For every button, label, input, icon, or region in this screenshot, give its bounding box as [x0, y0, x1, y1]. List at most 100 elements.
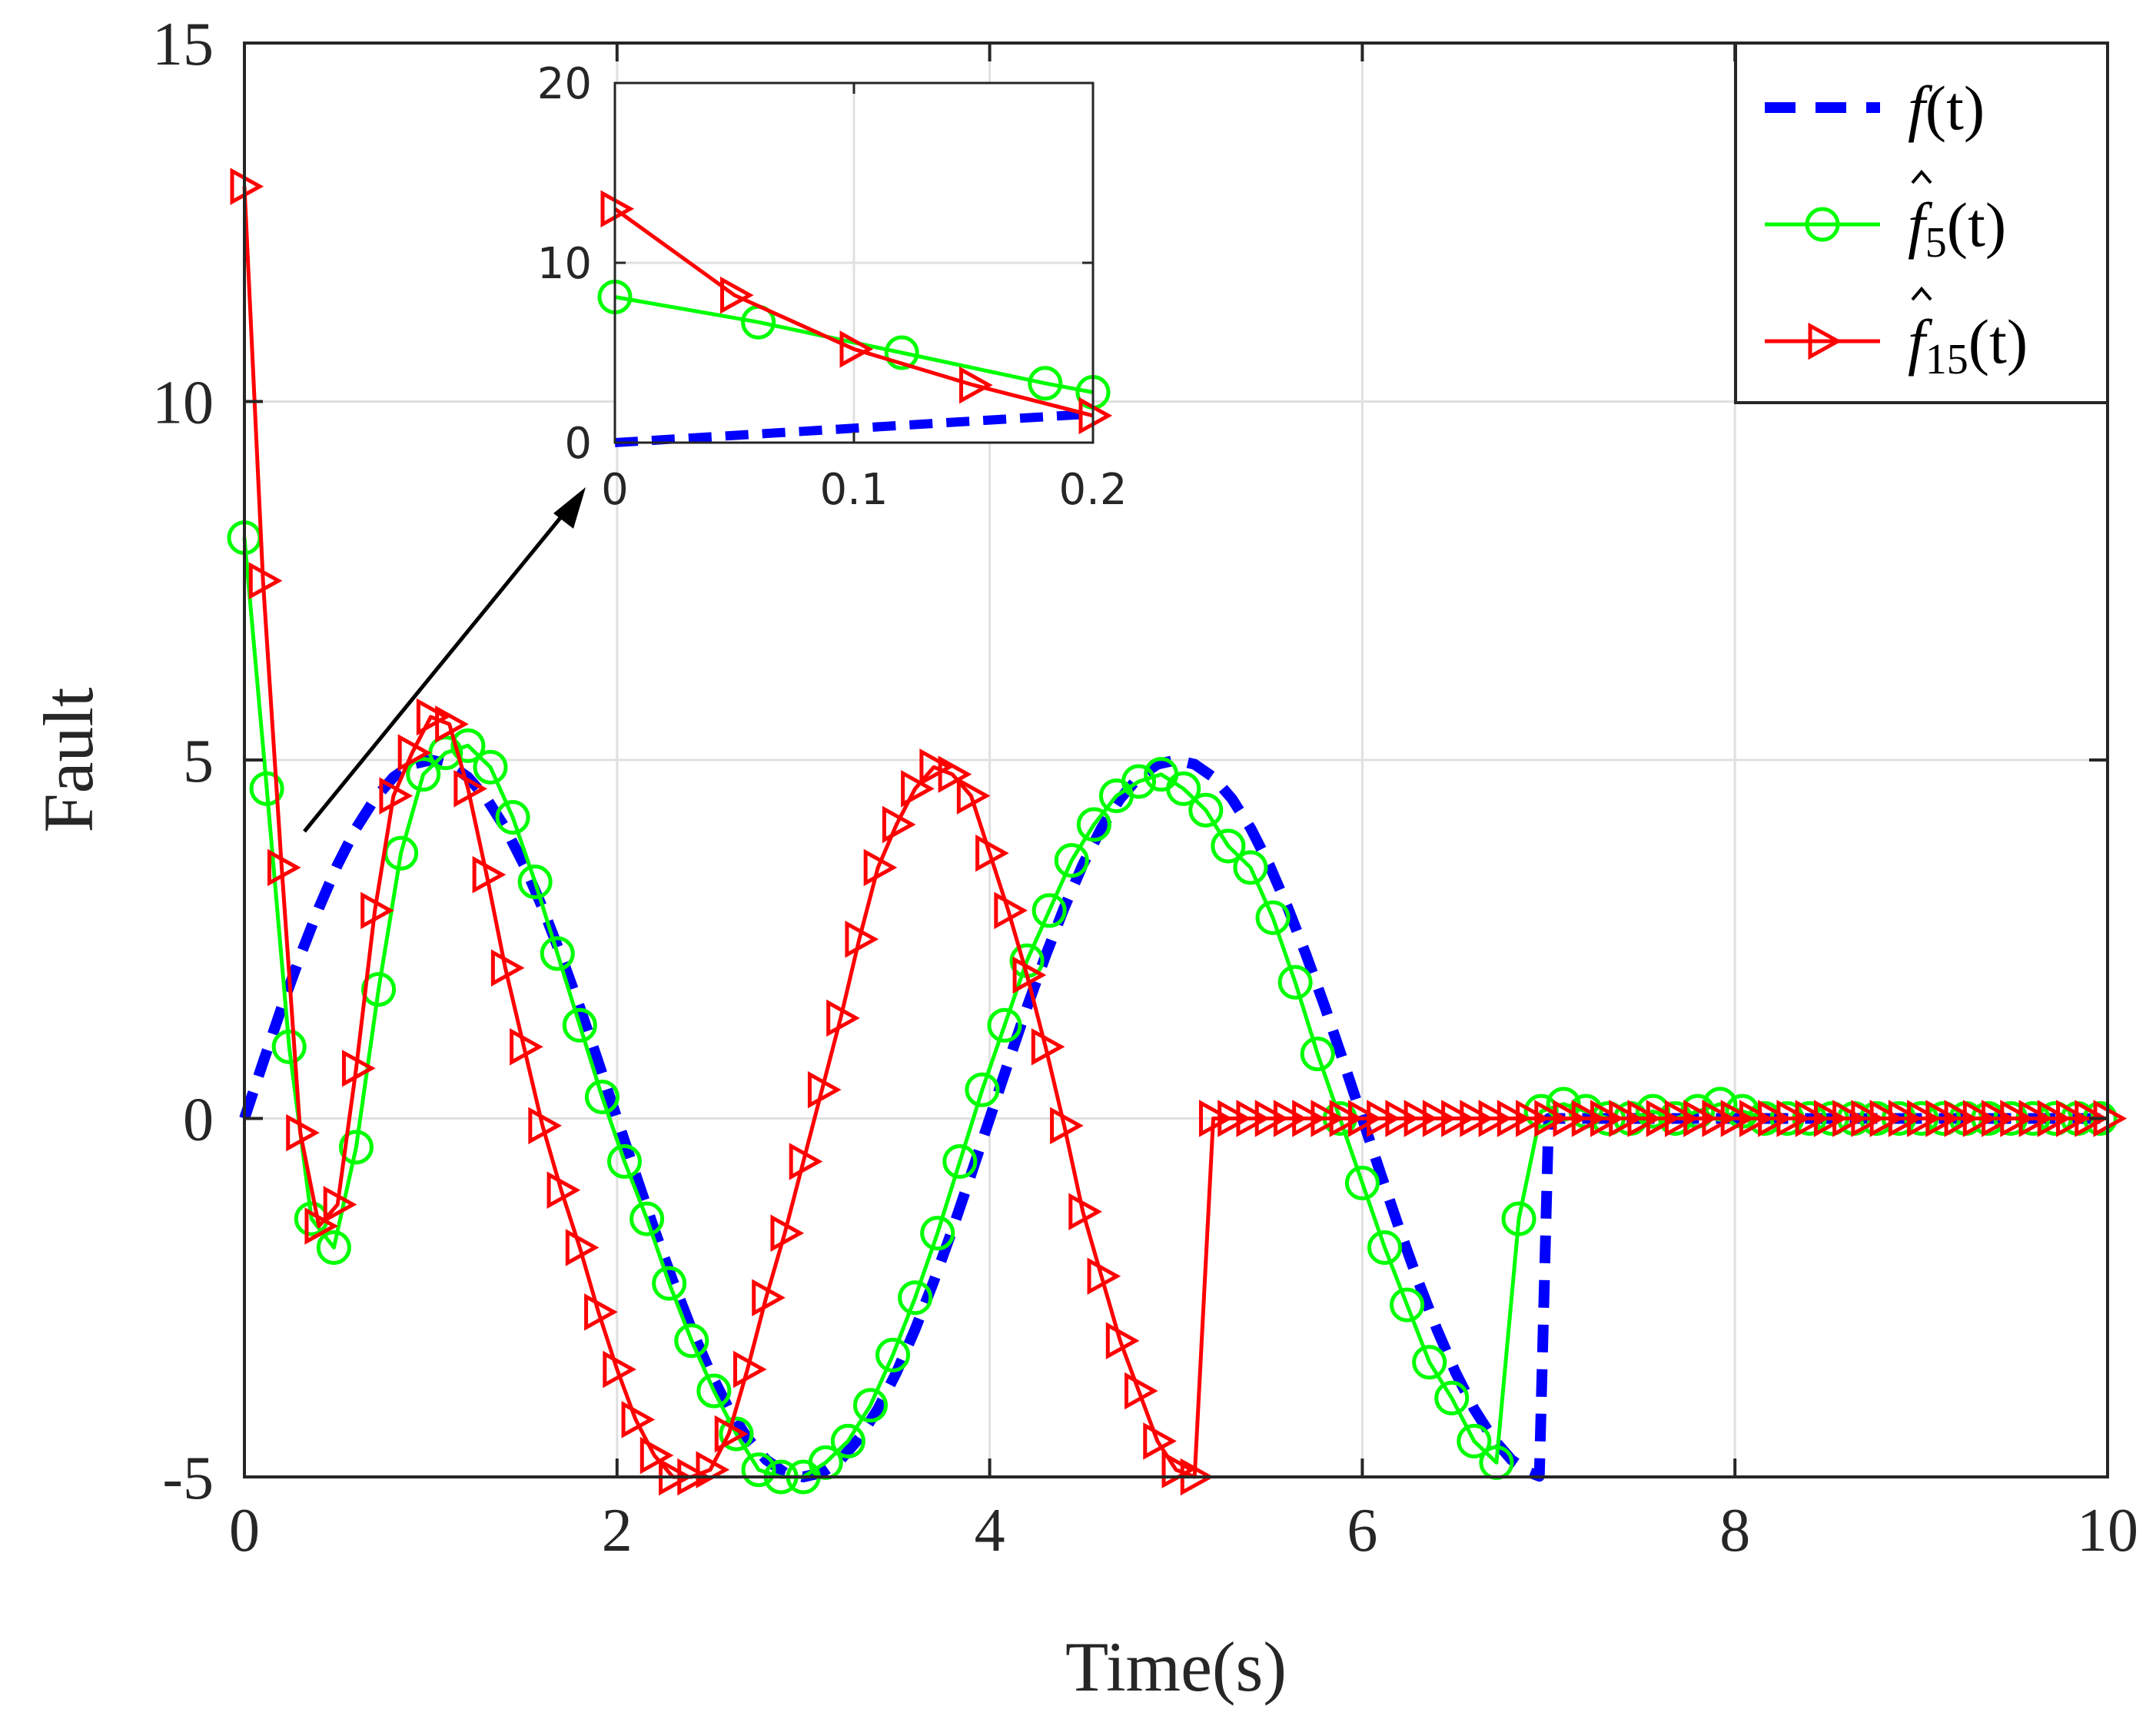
data-point [987, 1007, 1022, 1043]
zoom-arrow [303, 487, 586, 833]
data-point [323, 1186, 357, 1223]
data-point [770, 1214, 805, 1253]
data-point [733, 1350, 767, 1389]
legend-marker [1808, 322, 1842, 360]
data-point [606, 1143, 642, 1179]
data-point [248, 562, 283, 599]
data-point [540, 936, 575, 971]
legend-label-tail: (t) [1968, 307, 2028, 377]
data-point [1277, 964, 1313, 1000]
data-point [510, 1027, 543, 1066]
data-point [752, 1279, 786, 1316]
data-point [1367, 1100, 1400, 1137]
data-point [584, 1080, 620, 1115]
data-point [1434, 1380, 1470, 1415]
data-point [938, 755, 972, 793]
data-point [720, 276, 754, 314]
data-point [2075, 1100, 2108, 1137]
data-point [416, 698, 450, 736]
data-point [304, 1207, 339, 1245]
data-point [2037, 1100, 2071, 1137]
data-point [1329, 1100, 1364, 1137]
data-point [1255, 900, 1291, 935]
data-point [1121, 764, 1157, 799]
data-point [741, 1452, 776, 1488]
data-point [882, 805, 916, 844]
data-point [1962, 1100, 1997, 1137]
legend-item: f(t) [1765, 73, 1985, 143]
data-point [994, 891, 1028, 930]
data-point [271, 1029, 307, 1064]
data-point [2056, 1100, 2090, 1137]
data-point [1832, 1100, 1866, 1137]
series-line [239, 755, 2108, 1482]
data-point [472, 856, 507, 894]
data-point [1553, 1100, 1587, 1137]
data-point [1758, 1100, 1792, 1137]
inset-axes: 0 0.1 0.2 0 10 20 [537, 59, 1128, 515]
data-point [406, 757, 441, 792]
y-tick-label: -5 [162, 1445, 214, 1512]
data-point [1795, 1100, 1829, 1137]
series-line [614, 409, 1094, 447]
data-point [1344, 1165, 1380, 1200]
hat-accent-icon [1911, 169, 1932, 184]
data-point [1054, 843, 1089, 878]
data-point [1627, 1100, 1662, 1137]
data-point [1211, 828, 1246, 864]
data-point [839, 330, 874, 368]
data-point [1501, 1201, 1536, 1236]
data-point [956, 777, 991, 815]
data-point [249, 771, 284, 806]
data-point [1385, 1100, 1420, 1137]
data-point [1739, 1100, 1773, 1137]
series-line [613, 207, 1094, 418]
data-point [1311, 1100, 1345, 1137]
x-tick-label: 4 [975, 1497, 1005, 1565]
x-tick-label: 0 [229, 1497, 260, 1565]
data-point [1888, 1100, 1922, 1137]
data-point [1031, 893, 1067, 928]
x-tick-label: 0 [601, 465, 629, 515]
data-point [1571, 1100, 1606, 1137]
inset-tick-labels: 0 0.1 0.2 0 10 20 [537, 59, 1128, 515]
data-point [267, 848, 301, 887]
data-point [2000, 1100, 2034, 1137]
data-point [1590, 1100, 1624, 1137]
legend-marker [1805, 207, 1840, 242]
x-tick-label: 10 [2077, 1497, 2138, 1565]
x-tick-label: 8 [1719, 1497, 1750, 1565]
data-point [920, 1216, 955, 1251]
data-point [1218, 1100, 1251, 1137]
data-point [603, 1350, 636, 1389]
data-point [1143, 1422, 1177, 1460]
data-point [1012, 956, 1047, 994]
data-point [975, 835, 1009, 872]
data-point [286, 1113, 320, 1152]
data-point [1292, 1100, 1326, 1137]
data-point [1683, 1100, 1717, 1137]
data-point [600, 190, 635, 228]
data-point [1068, 1193, 1102, 1231]
data-point [397, 734, 432, 772]
data-point [379, 777, 414, 815]
y-tick-label: 0 [564, 419, 592, 469]
data-point [1497, 1100, 1531, 1137]
series-f̂15(t) [230, 168, 2128, 1496]
data-point [1367, 1230, 1402, 1265]
inset-grid [615, 83, 1093, 443]
data-point [1076, 807, 1111, 842]
series-f(t) [614, 409, 1094, 447]
data-point [875, 1337, 911, 1372]
data-point [1390, 1287, 1425, 1322]
data-point [1404, 1100, 1438, 1137]
data-point [1702, 1100, 1736, 1137]
data-point [473, 749, 508, 785]
data-point [852, 1388, 888, 1423]
data-point [845, 921, 879, 958]
data-point [965, 1072, 1000, 1107]
data-point [490, 949, 525, 987]
data-point [1516, 1100, 1550, 1137]
data-point [621, 1401, 656, 1439]
